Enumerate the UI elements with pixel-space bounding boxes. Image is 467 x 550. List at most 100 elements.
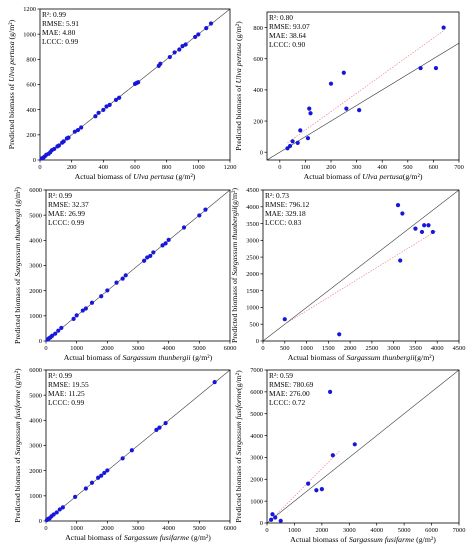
y-tick-label: 3000 xyxy=(29,443,42,450)
x-tick-label: 1000 xyxy=(192,164,205,171)
x-tick-label: 0 xyxy=(44,345,47,352)
fit-line xyxy=(287,30,444,144)
y-tick-label: 4000 xyxy=(246,204,259,211)
y-tick-label: 200 xyxy=(253,118,263,125)
x-axis-title: Actual biomass of Sargassum thunbergii (… xyxy=(64,353,213,362)
data-point xyxy=(167,54,172,60)
data-point xyxy=(193,34,198,40)
data-point xyxy=(196,32,201,37)
x-tick-label: 500 xyxy=(280,345,290,352)
y-tick-label: 7000 xyxy=(250,367,263,374)
data-point xyxy=(66,135,71,140)
x-tick-label: 400 xyxy=(99,164,109,171)
scatter-plot-b: 0 100 200 300 400 500 600 700 0 200 400 600 800 R²: 0… xyxy=(234,11,464,181)
data-point xyxy=(50,333,55,338)
x-tick-label: 3500 xyxy=(409,345,422,352)
data-point xyxy=(290,139,295,144)
y-tick-label: 4000 xyxy=(29,418,42,425)
x-tick-label: 100 xyxy=(301,164,311,171)
data-point xyxy=(113,97,119,102)
data-point xyxy=(208,21,214,26)
y-tick-label: 1500 xyxy=(246,288,259,295)
x-tick-label: 0 xyxy=(261,345,264,352)
x-tick-label: 3000 xyxy=(387,345,400,352)
data-point xyxy=(172,50,177,55)
data-point xyxy=(74,313,79,318)
stat-line: R²: 0.80 xyxy=(269,13,293,22)
data-point xyxy=(83,306,88,311)
data-point xyxy=(419,229,425,235)
data-point xyxy=(54,510,59,515)
data-point xyxy=(101,107,106,113)
data-point xyxy=(430,229,435,235)
y-tick-label: 600 xyxy=(26,82,36,89)
y-tick-label: 1000 xyxy=(23,31,36,38)
x-axis-title: Actual biomass of Sargassum thunbergii(g… xyxy=(288,353,435,362)
data-point xyxy=(337,332,342,337)
data-point xyxy=(344,106,349,111)
panel-d-thunbergii-validation: 0 500 1000 1500 2000 2500 3000 3500 4000 4500 0 500… xyxy=(230,183,467,366)
identity-line xyxy=(263,190,459,341)
x-tick-label: 2500 xyxy=(365,345,378,352)
data-point xyxy=(204,26,209,31)
data-point xyxy=(96,110,101,115)
data-point xyxy=(59,325,64,331)
y-tick-label: 3000 xyxy=(250,455,263,462)
data-point xyxy=(89,480,95,485)
data-point xyxy=(413,226,418,231)
x-tick-label: 800 xyxy=(162,164,172,171)
y-tick-label: 500 xyxy=(249,321,259,328)
y-tick-label: 3500 xyxy=(246,221,259,228)
data-point xyxy=(89,300,95,305)
x-tick-label: 300 xyxy=(352,164,362,171)
panel-e-fusiforme-training: 0 1000 2000 3000 4000 5000 6000 0 1000 2000 3000 40… xyxy=(0,366,236,550)
x-tick-label: 5000 xyxy=(193,525,206,532)
stat-line: RMSE: 32.37 xyxy=(48,200,89,209)
data-point xyxy=(80,308,85,313)
data-point xyxy=(51,512,56,517)
data-point xyxy=(158,61,163,66)
data-point xyxy=(181,225,187,230)
y-tick-label: 600 xyxy=(253,56,263,63)
x-tick-label: 200 xyxy=(67,164,77,171)
y-tick-label: 3000 xyxy=(246,238,259,245)
data-point xyxy=(306,481,311,486)
y-axis-title: Predicted biomass of Sargassum fusiforme… xyxy=(13,368,22,523)
data-point xyxy=(53,331,58,336)
x-tick-label: 0 xyxy=(44,525,47,532)
data-point xyxy=(270,512,275,517)
y-tick-label: 4000 xyxy=(250,433,263,440)
stat-line: LCCC: 0.83 xyxy=(265,218,301,227)
scatter-plot-c: 0 1000 2000 3000 4000 5000 6000 0 1000 2000 3000 40… xyxy=(13,187,236,362)
data-point xyxy=(71,316,76,321)
data-point xyxy=(203,207,208,212)
x-tick-label: 1000 xyxy=(288,527,301,534)
data-point xyxy=(395,203,401,208)
stat-line: R²: 0.99 xyxy=(48,191,72,200)
data-point xyxy=(314,488,319,493)
data-point xyxy=(308,111,313,116)
x-tick-label: 2000 xyxy=(315,527,328,534)
data-point xyxy=(197,213,202,218)
y-tick-label: 400 xyxy=(26,107,36,114)
data-point xyxy=(398,258,403,263)
y-axis-title: Predicted biomass of Ulva pertusa (g/m²) xyxy=(234,21,243,151)
data-point xyxy=(341,70,346,75)
data-point xyxy=(73,494,78,499)
data-point xyxy=(129,448,134,453)
data-point xyxy=(52,146,57,152)
data-point xyxy=(269,517,274,522)
data-point xyxy=(99,473,104,478)
data-point xyxy=(400,211,405,216)
fit-line xyxy=(284,230,438,325)
data-point xyxy=(75,127,81,133)
stat-line: MAE: 329.18 xyxy=(265,209,306,218)
x-tick-label: 0 xyxy=(265,527,268,534)
stat-line: RMSE: 780.69 xyxy=(269,380,314,389)
y-tick-label: 2000 xyxy=(250,476,263,483)
data-point xyxy=(157,425,162,430)
data-point xyxy=(154,427,159,432)
identity-line xyxy=(267,370,459,523)
data-point xyxy=(305,136,311,141)
